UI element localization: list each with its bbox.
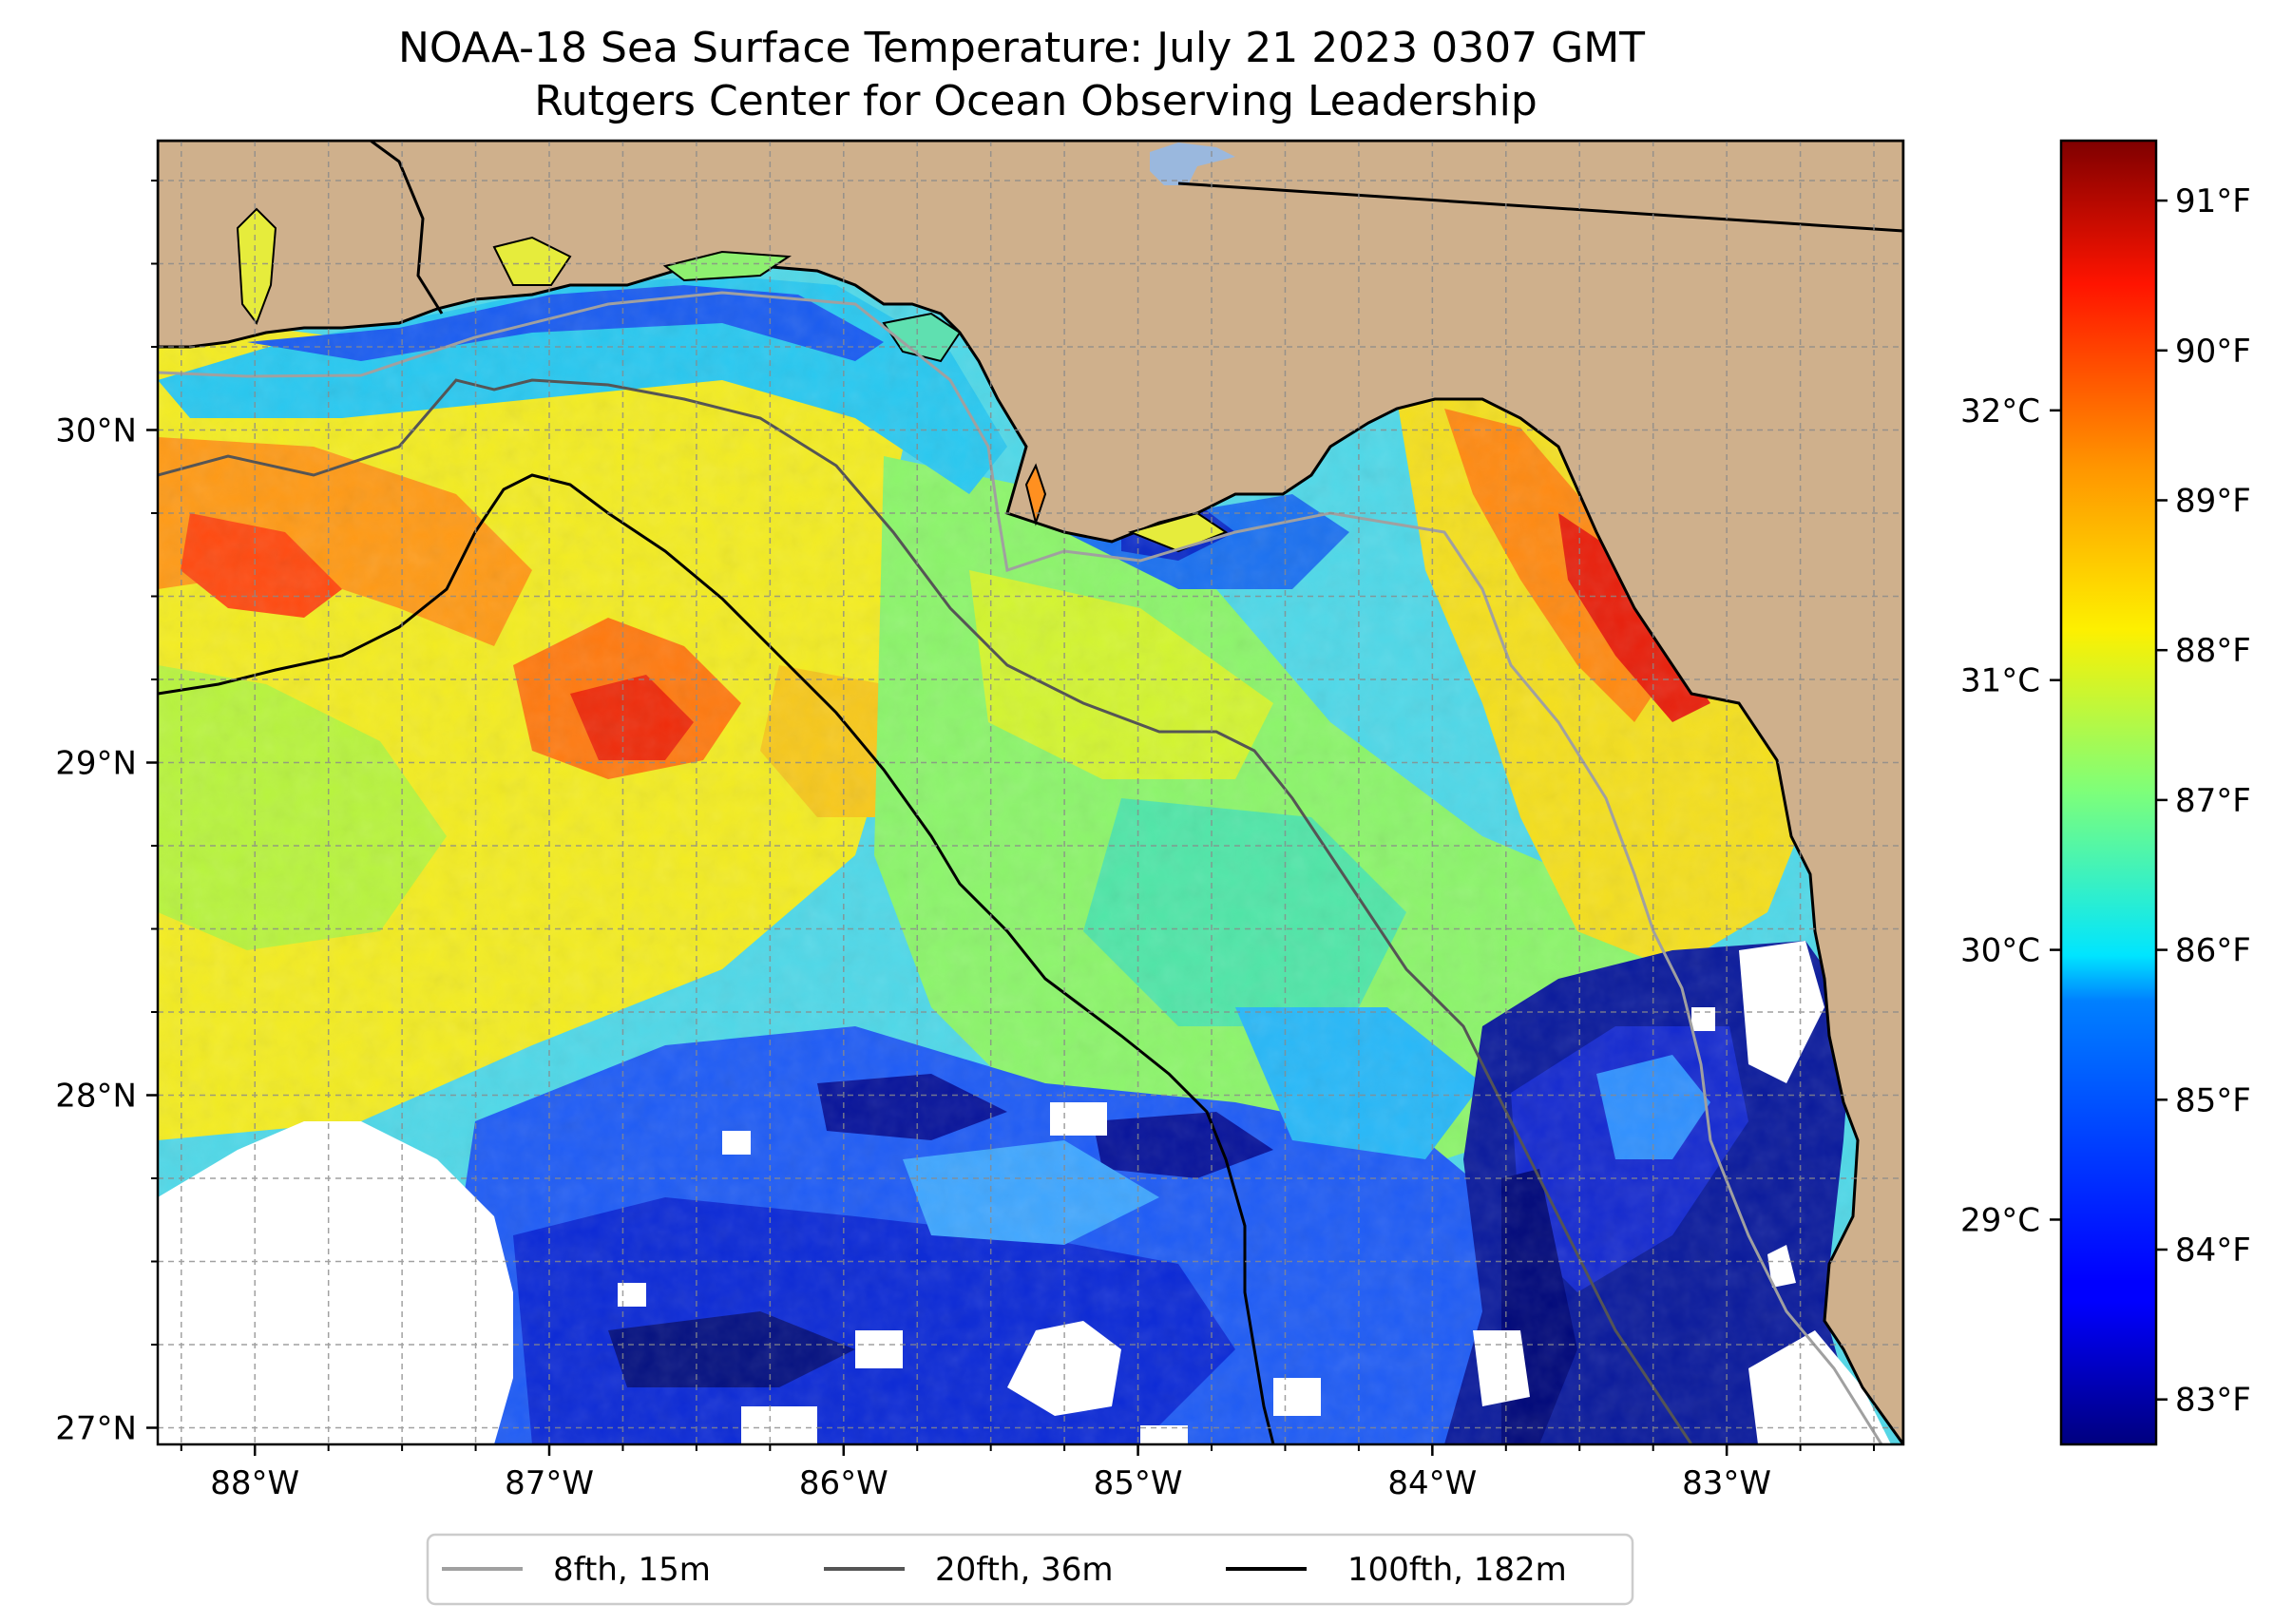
land (158, 141, 1903, 1444)
lat-label: 29°N (55, 745, 137, 783)
colorbar-celsius-axis: 32°C 31°C 30°C 29°C (1960, 392, 2061, 1239)
legend-label-8fth: 8fth, 15m (553, 1551, 711, 1589)
legend-frame (426, 1533, 1634, 1606)
celsius-label: 32°C (1960, 392, 2040, 430)
celsius-label: 30°C (1960, 932, 2040, 970)
lon-label: 86°W (799, 1464, 888, 1502)
lon-label: 83°W (1682, 1464, 1771, 1502)
gridlines (158, 141, 1903, 1444)
legend-label-100fth: 100fth, 182m (1347, 1551, 1567, 1589)
lat-label: 28°N (55, 1078, 137, 1116)
fahrenheit-label: 89°F (2175, 482, 2251, 520)
fahrenheit-label: 91°F (2175, 182, 2251, 220)
nodata-areas (158, 941, 1891, 1444)
lake (1150, 143, 1235, 185)
lat-label: 27°N (55, 1410, 137, 1448)
fahrenheit-label: 88°F (2175, 632, 2251, 670)
colorbar-gradient (2059, 139, 2158, 1446)
celsius-label: 29°C (1960, 1201, 2040, 1239)
colorbar: 32°C 31°C 30°C 29°C 91°F 90°F 89°F 88°F 87°F 86°… (1960, 139, 2251, 1446)
legend: 8fth, 15m 20fth, 36m 100fth, 182m (426, 1533, 1634, 1606)
colorbar-fahrenheit-axis: 91°F 90°F 89°F 88°F 87°F 86°F 85°F 84°F 83°F (2156, 182, 2251, 1420)
borders (370, 141, 1903, 315)
legend-label-20fth: 20fth, 36m (935, 1551, 1114, 1589)
map-axes: 88°W 87°W 86°W 85°W 84°W 83°W 30°N 29°N 28°N 27°N (55, 180, 1876, 1502)
lon-label: 85°W (1094, 1464, 1183, 1502)
fahrenheit-label: 83°F (2175, 1382, 2251, 1420)
lon-label: 88°W (210, 1464, 299, 1502)
title-line2: Rutgers Center for Ocean Observing Leade… (534, 77, 1538, 125)
map-panel (158, 141, 1903, 1444)
map-frame (156, 139, 1905, 1446)
fahrenheit-label: 85°F (2175, 1081, 2251, 1119)
fahrenheit-label: 84°F (2175, 1232, 2251, 1270)
fahrenheit-label: 86°F (2175, 932, 2251, 970)
lon-label: 84°W (1387, 1464, 1477, 1502)
lat-label: 30°N (55, 412, 137, 450)
lon-label: 87°W (505, 1464, 594, 1502)
title-line1: NOAA-18 Sea Surface Temperature: July 21… (398, 24, 1645, 72)
fahrenheit-label: 90°F (2175, 333, 2251, 371)
fahrenheit-label: 87°F (2175, 782, 2251, 820)
celsius-label: 31°C (1960, 662, 2040, 700)
